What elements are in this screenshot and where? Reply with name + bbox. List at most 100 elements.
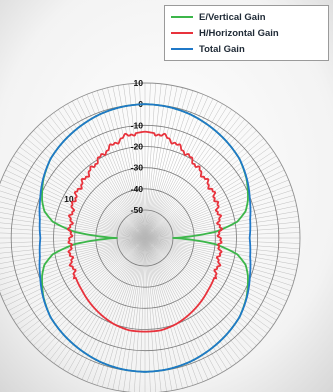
radius-gridline bbox=[74, 167, 216, 309]
angle-gridline bbox=[5, 169, 146, 239]
angle-gridline bbox=[76, 98, 146, 239]
angle-gridline bbox=[144, 83, 151, 239]
radius-gridline bbox=[95, 188, 195, 288]
angle-gridline bbox=[144, 237, 300, 244]
angle-gridline bbox=[37, 237, 146, 350]
angle-gridline bbox=[107, 87, 146, 239]
angle-gridline bbox=[144, 237, 249, 354]
angle-gridline bbox=[96, 90, 146, 239]
angle-gridline bbox=[144, 88, 188, 239]
angle-gridline bbox=[144, 90, 194, 239]
angle-gridline bbox=[139, 237, 146, 392]
legend-label-vertical: E/Vertical Gain bbox=[199, 11, 266, 23]
radius-gridline bbox=[31, 124, 259, 352]
angle-gridline bbox=[144, 92, 199, 239]
angle-gridline bbox=[112, 86, 146, 239]
angle-gridline bbox=[13, 155, 146, 239]
r-tick-label: -40 bbox=[131, 184, 144, 194]
angle-gridline bbox=[144, 237, 188, 388]
angle-gridline bbox=[144, 83, 162, 239]
angle-gridline bbox=[144, 237, 282, 311]
angle-gridline bbox=[86, 94, 146, 239]
angle-gridline bbox=[144, 174, 287, 239]
angle-gridline bbox=[0, 232, 146, 239]
angle-gridline bbox=[8, 237, 146, 311]
angle-gridline bbox=[53, 237, 146, 364]
angle-gridline bbox=[144, 94, 204, 239]
angle-gridline bbox=[144, 84, 167, 239]
angle-gridline bbox=[144, 232, 300, 239]
angle-gridline bbox=[144, 165, 282, 239]
angle-gridline bbox=[0, 237, 146, 280]
angle-gridline bbox=[13, 237, 146, 321]
angle-gridline bbox=[144, 237, 268, 334]
angle-gridline bbox=[37, 126, 146, 239]
angle-gridline bbox=[144, 119, 245, 239]
angle-gridline bbox=[144, 237, 241, 361]
angle-gridline bbox=[123, 84, 146, 239]
angle-gridline bbox=[117, 85, 146, 239]
angle-gridline bbox=[144, 237, 245, 357]
angle-gridline bbox=[123, 237, 146, 392]
angle-gridline bbox=[144, 237, 204, 382]
radius-gridline bbox=[0, 82, 301, 392]
r-tick-label: -50 bbox=[131, 205, 144, 215]
angle-gridline bbox=[144, 112, 237, 239]
angle-gridline bbox=[144, 237, 280, 316]
angle-gridline bbox=[133, 83, 146, 239]
angle-gridline bbox=[58, 109, 146, 239]
angle-gridline bbox=[144, 210, 298, 239]
angle-gridline bbox=[144, 237, 178, 390]
legend-swatch-vertical bbox=[171, 16, 193, 18]
angle-gridline bbox=[144, 237, 274, 325]
angle-gridline bbox=[16, 237, 146, 325]
angle-gridline bbox=[144, 237, 209, 380]
angle-gridline bbox=[0, 212, 146, 239]
angle-gridline bbox=[144, 155, 277, 239]
angle-gridline bbox=[58, 237, 146, 367]
angle-gridline bbox=[16, 151, 146, 239]
legend-label-total: Total Gain bbox=[199, 43, 245, 55]
angle-gridline bbox=[144, 109, 232, 239]
angle-gridline bbox=[29, 237, 146, 342]
angle-gridline bbox=[19, 237, 146, 330]
angle-gridline bbox=[10, 237, 146, 316]
angle-gridline bbox=[102, 237, 146, 388]
angle-gridline bbox=[144, 142, 268, 239]
r-tick-label: -10 bbox=[131, 120, 144, 130]
angle-gridline bbox=[0, 237, 146, 292]
angle-gridline bbox=[144, 237, 261, 342]
angle-gridline bbox=[0, 227, 146, 239]
angle-gridline bbox=[144, 130, 257, 239]
angle-gridline bbox=[91, 92, 146, 239]
r-tick-label: 10 bbox=[133, 78, 143, 88]
angle-gridline bbox=[41, 122, 146, 239]
angle-gridline bbox=[144, 160, 280, 239]
angle-gridline bbox=[144, 237, 194, 386]
legend-entry-horizontal: H/Horizontal Gain bbox=[171, 25, 324, 41]
angle-gridline bbox=[8, 165, 146, 239]
radius-gridline bbox=[53, 146, 237, 330]
angle-gridline bbox=[91, 237, 146, 384]
angle-gridline bbox=[53, 112, 146, 239]
angle-gridline bbox=[33, 130, 146, 239]
angle-gridline bbox=[96, 237, 146, 386]
angle-gridline bbox=[102, 88, 146, 239]
angle-gridline bbox=[144, 237, 291, 292]
angle-gridline bbox=[22, 237, 146, 334]
angle-gridline bbox=[128, 83, 146, 239]
series-line-total-gain bbox=[38, 103, 252, 373]
r-side-label: 10 bbox=[64, 194, 74, 204]
angle-gridline bbox=[22, 142, 146, 239]
angle-gridline bbox=[144, 237, 277, 321]
angle-gridline bbox=[144, 237, 199, 384]
angle-gridline bbox=[10, 160, 146, 239]
angle-gridline bbox=[49, 115, 146, 239]
series-line-h-horizontal-gain bbox=[66, 130, 224, 333]
angle-gridline bbox=[144, 237, 257, 346]
angle-gridline bbox=[144, 169, 285, 239]
angle-gridline bbox=[144, 134, 261, 239]
angle-gridline bbox=[144, 237, 162, 392]
